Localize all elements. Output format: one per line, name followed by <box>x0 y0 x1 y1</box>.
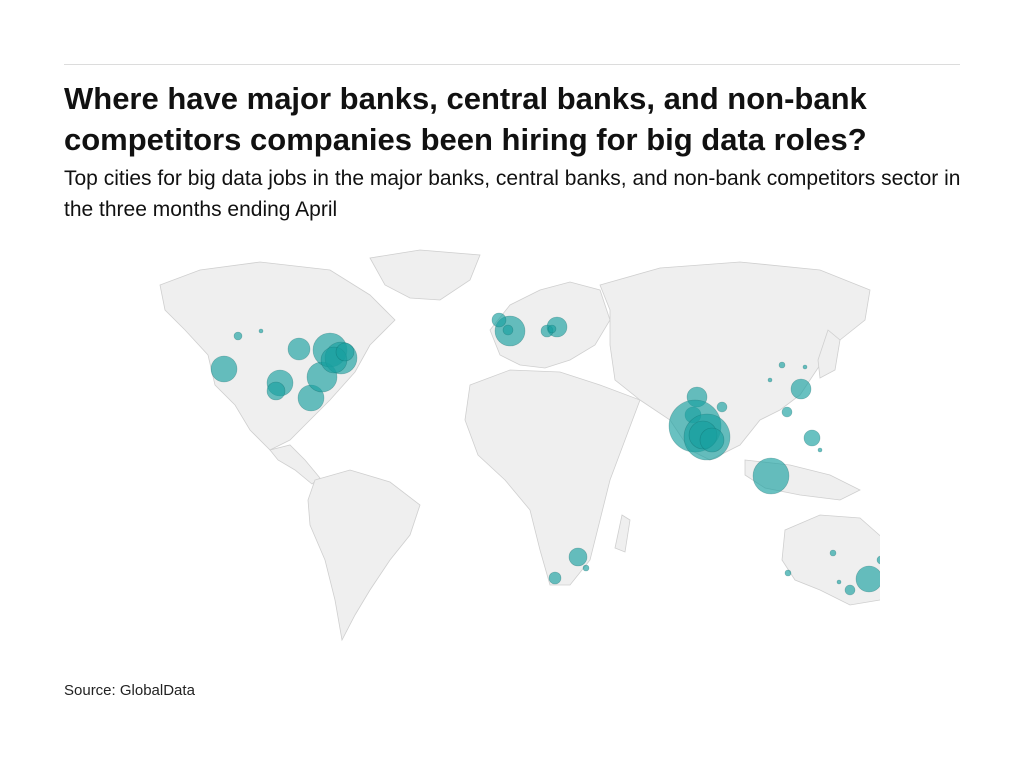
chart-title: Where have major banks, central banks, a… <box>64 81 867 157</box>
top-divider <box>64 64 960 65</box>
city-bubble <box>778 361 786 369</box>
land-central-america <box>269 444 321 485</box>
city-bubble <box>335 342 355 362</box>
land-japan <box>817 329 841 379</box>
city-bubble <box>836 579 842 585</box>
land-asia <box>599 261 871 461</box>
city-bubble <box>803 429 821 447</box>
city-bubble <box>829 549 837 557</box>
city-bubble <box>781 406 793 418</box>
city-bubble <box>548 571 562 585</box>
city-bubble <box>502 324 514 336</box>
city-bubble <box>752 457 790 495</box>
city-bubble <box>784 569 792 577</box>
land-layer <box>159 249 880 642</box>
city-bubble <box>233 331 243 341</box>
bubble-layer <box>210 312 880 596</box>
city-bubble <box>266 381 286 401</box>
city-bubble <box>210 355 238 383</box>
city-bubble <box>844 584 856 596</box>
city-bubble <box>790 378 812 400</box>
city-bubble <box>547 324 557 334</box>
city-bubble <box>876 555 880 565</box>
city-bubble <box>767 377 773 383</box>
city-bubble <box>802 364 808 370</box>
source-note: Source: GlobalData <box>64 682 195 699</box>
land-madagascar <box>614 514 631 553</box>
city-bubble <box>568 547 588 567</box>
land-africa <box>464 369 641 586</box>
land-south-america <box>307 469 421 642</box>
land-north-america <box>159 261 396 451</box>
city-bubble <box>582 564 590 572</box>
city-bubble <box>287 337 311 361</box>
chart-subtitle: Top cities for big data jobs in the majo… <box>64 167 961 221</box>
city-bubble <box>258 328 264 334</box>
city-bubble <box>817 447 823 453</box>
city-bubble <box>855 565 880 593</box>
city-bubble <box>491 312 507 328</box>
city-bubble <box>716 401 728 413</box>
land-greenland <box>369 249 481 301</box>
world-bubble-map <box>159 249 880 642</box>
city-bubble <box>699 427 725 453</box>
